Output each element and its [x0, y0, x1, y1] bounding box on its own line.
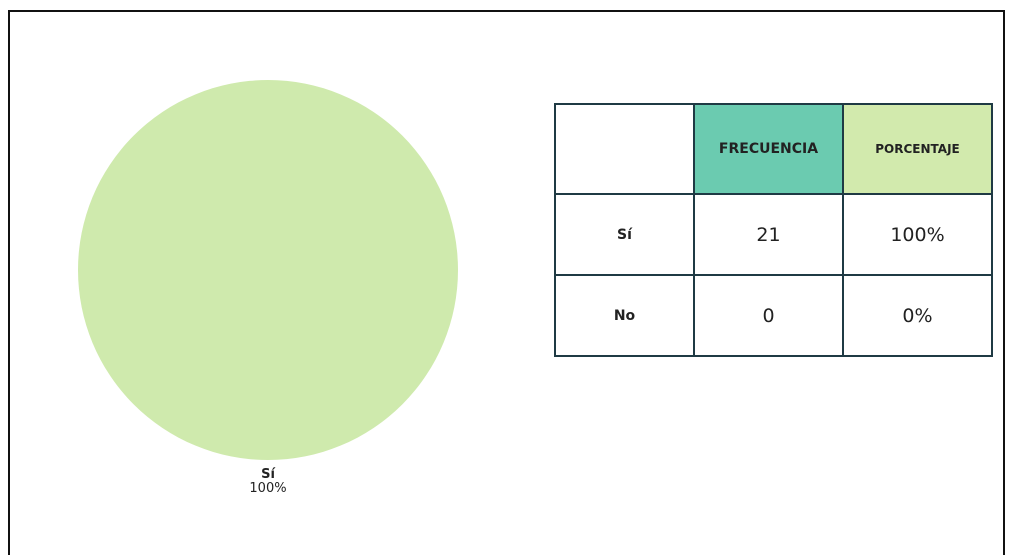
row-label: Sí: [554, 193, 695, 276]
frecuencia-cell: 0: [693, 274, 844, 357]
frecuencia-cell: 21: [693, 193, 844, 276]
row-label: No: [554, 274, 695, 357]
porcentaje-cell: 0%: [842, 274, 993, 357]
table-header-row: FRECUENCIA PORCENTAJE: [554, 103, 993, 195]
slice-label-percent: 100%: [249, 481, 286, 496]
frequency-table: FRECUENCIA PORCENTAJE Sí 21 100% No 0 0%: [554, 103, 993, 357]
header-blank-cell: [554, 103, 695, 195]
porcentaje-cell: 100%: [842, 193, 993, 276]
header-frecuencia: FRECUENCIA: [693, 103, 844, 195]
slice-label-name: Sí: [261, 467, 276, 482]
header-porcentaje: PORCENTAJE: [842, 103, 993, 195]
table-row: Sí 21 100%: [554, 193, 993, 276]
table-row: No 0 0%: [554, 274, 993, 357]
pie-slice-0: [78, 80, 458, 460]
